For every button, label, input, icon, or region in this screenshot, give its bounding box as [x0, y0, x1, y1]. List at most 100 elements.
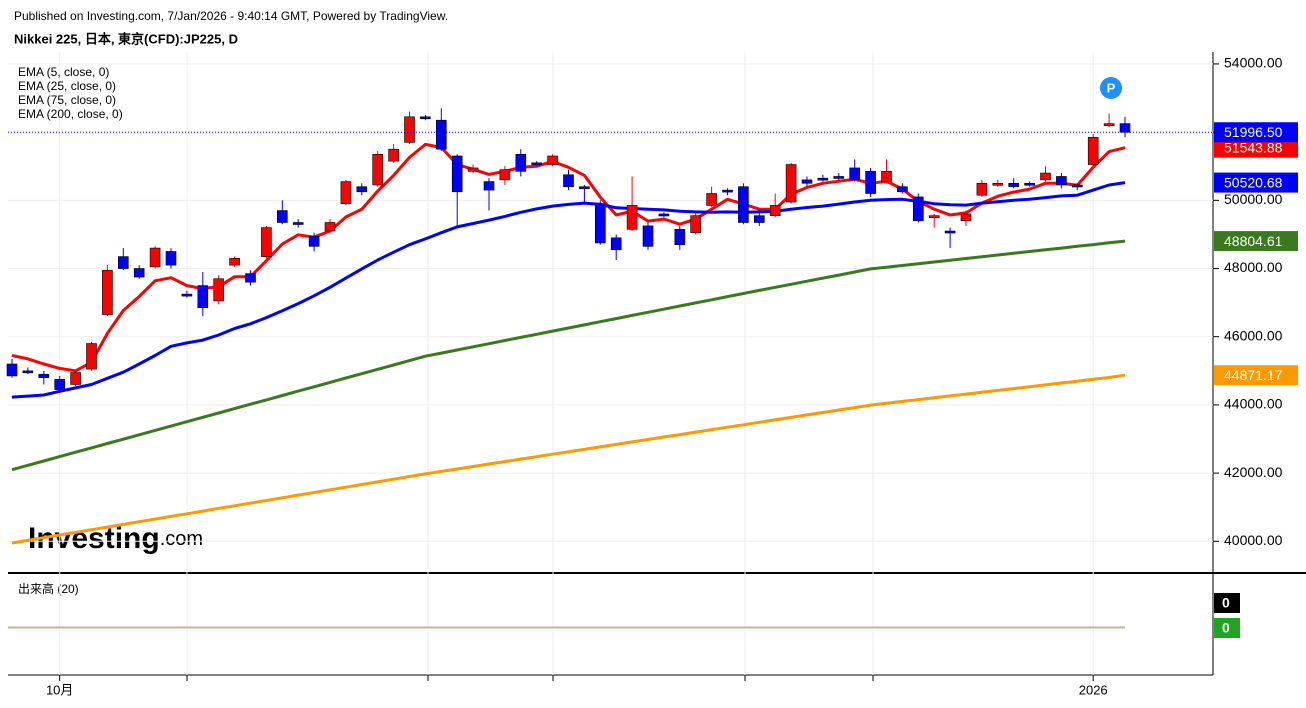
candle-body — [435, 119, 447, 150]
candle-body — [515, 153, 527, 172]
candle-body — [149, 247, 161, 268]
candle-body — [531, 162, 543, 166]
ema-line — [11, 239, 1126, 472]
candle-body — [213, 278, 224, 302]
price-label-box — [1214, 137, 1298, 158]
ema-line — [11, 181, 1126, 399]
candle-body — [261, 227, 272, 257]
candle-body — [865, 171, 876, 194]
watermark-suffix: .com — [160, 528, 203, 550]
candle-body — [340, 181, 352, 205]
candle-body — [1119, 123, 1131, 133]
watermark: Investing.com — [28, 522, 203, 555]
candle-body — [118, 256, 129, 269]
candle-body — [1056, 176, 1067, 186]
ema-lines — [11, 142, 1126, 545]
candle-body — [451, 155, 463, 193]
price-label-box — [1214, 231, 1298, 252]
marker-icon — [1100, 77, 1122, 99]
candle-body — [722, 189, 733, 193]
candle-body — [960, 213, 972, 222]
candle-body — [817, 177, 829, 181]
candle-body — [22, 370, 34, 374]
volume-label: 0 — [1222, 595, 1230, 611]
candle-body — [563, 174, 574, 187]
candle-body — [133, 268, 145, 278]
candle-body — [86, 343, 97, 370]
price-label: 48804.61 — [1224, 233, 1283, 249]
candle-body — [229, 257, 240, 266]
volume-label-box — [1214, 593, 1240, 613]
candle-body — [547, 155, 558, 165]
candle-body — [1087, 136, 1099, 165]
candle-body — [785, 164, 797, 203]
candle-body — [944, 230, 956, 234]
price-label: 44871.17 — [1224, 367, 1283, 383]
y-tick-label: 40000.00 — [1224, 532, 1283, 548]
published-note: Published on Investing.com, 7/Jan/2026 -… — [14, 9, 448, 23]
candle-body — [181, 293, 193, 297]
volume-label-box — [1214, 618, 1240, 638]
y-tick-label: 50000.00 — [1224, 191, 1283, 207]
candles — [6, 108, 1131, 393]
candle-body — [1072, 184, 1083, 188]
volume-title: 出来高 (20) — [18, 581, 79, 596]
candle-body — [849, 167, 861, 181]
candle-body — [706, 193, 717, 206]
price-label-box — [1214, 122, 1298, 143]
candle-body — [54, 379, 66, 390]
candle-body — [467, 167, 479, 172]
candle-body — [769, 205, 781, 216]
candle-body — [594, 203, 606, 244]
x-tick-label: 2026 — [1079, 682, 1108, 697]
candle-body — [324, 222, 336, 232]
candle-body — [1024, 182, 1035, 186]
candle-body — [642, 225, 654, 247]
candle-body — [928, 215, 940, 218]
legend-entry: EMA (5, close, 0) — [18, 65, 109, 79]
candle-body — [579, 186, 590, 189]
y-tick-label: 48000.00 — [1224, 259, 1283, 275]
candle-body — [356, 186, 368, 193]
candle-body — [499, 169, 511, 181]
price-label-box — [1214, 365, 1298, 386]
candle-body — [372, 153, 384, 186]
candle-body — [483, 181, 495, 191]
candle-body — [833, 176, 845, 179]
candle-body — [388, 148, 399, 162]
candle-body — [404, 116, 415, 143]
y-tick-label: 44000.00 — [1224, 396, 1283, 412]
candle-body — [6, 363, 18, 377]
price-label: 51996.50 — [1224, 124, 1283, 140]
symbol-title: Nikkei 225, 日本, 東京(CFD):JP225, D — [14, 31, 238, 46]
candle-body — [753, 215, 765, 223]
candle-body — [738, 186, 749, 223]
candle-body — [245, 273, 256, 283]
candle-body — [674, 229, 686, 245]
candle-body — [881, 171, 892, 182]
candle-body — [1040, 172, 1051, 181]
candle-body — [690, 215, 702, 234]
candle-body — [801, 179, 813, 184]
y-tick-label: 46000.00 — [1224, 327, 1283, 343]
candle-body — [308, 235, 320, 247]
candle-body — [276, 210, 288, 223]
candle-body — [658, 213, 670, 217]
legend-entry: EMA (75, close, 0) — [18, 93, 116, 107]
price-label: 51543.88 — [1224, 139, 1283, 155]
candle-body — [976, 182, 988, 196]
volume-label: 0 — [1222, 620, 1230, 636]
watermark-main: Investing — [28, 522, 160, 555]
candle-body — [70, 372, 81, 385]
candle-body — [626, 205, 638, 230]
candle-body — [292, 222, 304, 225]
candle-body — [197, 285, 209, 309]
candle-body — [1103, 123, 1115, 126]
ema-line — [11, 142, 1126, 373]
time-grid — [186, 52, 874, 675]
candle-body — [165, 251, 177, 266]
candle-body — [992, 182, 1004, 186]
legend-entry: EMA (25, close, 0) — [18, 79, 116, 93]
price-label-box — [1214, 172, 1298, 193]
